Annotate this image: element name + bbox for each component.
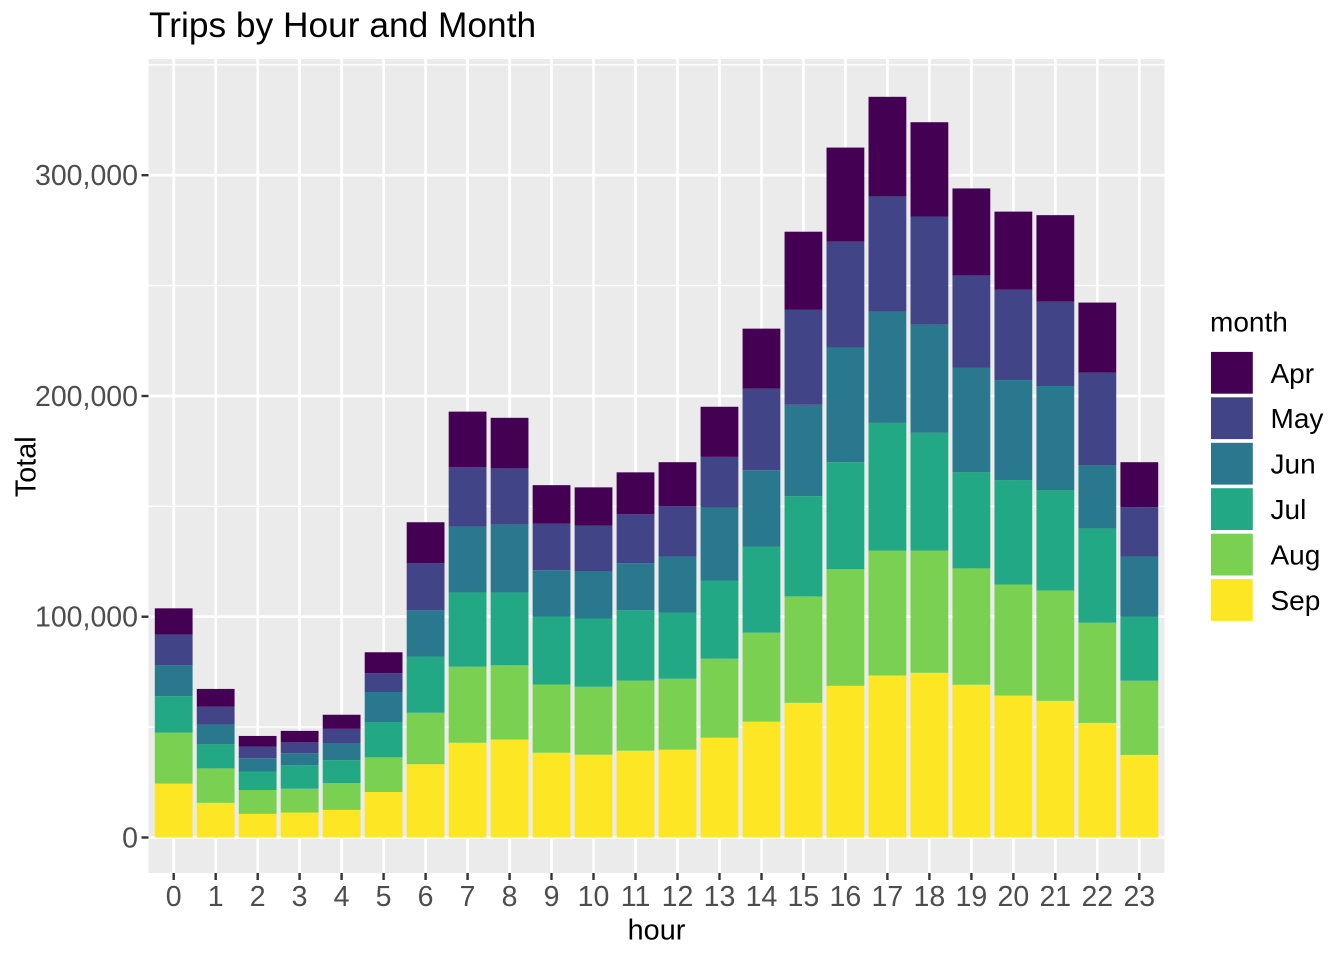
svg-text:200,000: 200,000 — [35, 381, 138, 413]
svg-text:23: 23 — [1123, 881, 1155, 913]
svg-text:11: 11 — [621, 881, 651, 913]
svg-text:7: 7 — [460, 881, 476, 913]
svg-text:15: 15 — [788, 881, 820, 913]
svg-text:Jun: Jun — [1271, 449, 1316, 480]
svg-text:3: 3 — [292, 881, 308, 913]
svg-text:300,000: 300,000 — [35, 160, 138, 192]
svg-text:hour: hour — [628, 915, 686, 947]
svg-text:13: 13 — [704, 881, 736, 913]
svg-text:100,000: 100,000 — [35, 602, 138, 634]
svg-text:0: 0 — [122, 823, 138, 855]
svg-text:5: 5 — [376, 881, 392, 913]
svg-text:21: 21 — [1039, 881, 1071, 913]
svg-text:Aug: Aug — [1271, 540, 1321, 571]
svg-text:Total: Total — [11, 436, 43, 497]
svg-text:month: month — [1210, 307, 1288, 338]
svg-text:6: 6 — [418, 881, 434, 913]
svg-text:2: 2 — [250, 881, 266, 913]
svg-text:9: 9 — [544, 881, 560, 913]
svg-text:10: 10 — [578, 881, 610, 913]
svg-text:Sep: Sep — [1271, 585, 1321, 616]
svg-text:17: 17 — [872, 881, 904, 913]
svg-text:19: 19 — [956, 881, 988, 913]
svg-text:18: 18 — [914, 881, 946, 913]
svg-text:14: 14 — [746, 881, 778, 913]
svg-text:0: 0 — [166, 881, 182, 913]
svg-text:20: 20 — [998, 881, 1030, 913]
svg-text:Jul: Jul — [1271, 494, 1307, 525]
svg-text:Trips by Hour and Month: Trips by Hour and Month — [149, 6, 536, 45]
svg-text:4: 4 — [334, 881, 350, 913]
svg-text:8: 8 — [502, 881, 518, 913]
svg-text:Apr: Apr — [1271, 358, 1315, 389]
svg-text:12: 12 — [662, 881, 694, 913]
svg-text:16: 16 — [830, 881, 862, 913]
svg-text:22: 22 — [1081, 881, 1113, 913]
svg-text:1: 1 — [208, 881, 224, 913]
svg-text:May: May — [1271, 403, 1324, 434]
